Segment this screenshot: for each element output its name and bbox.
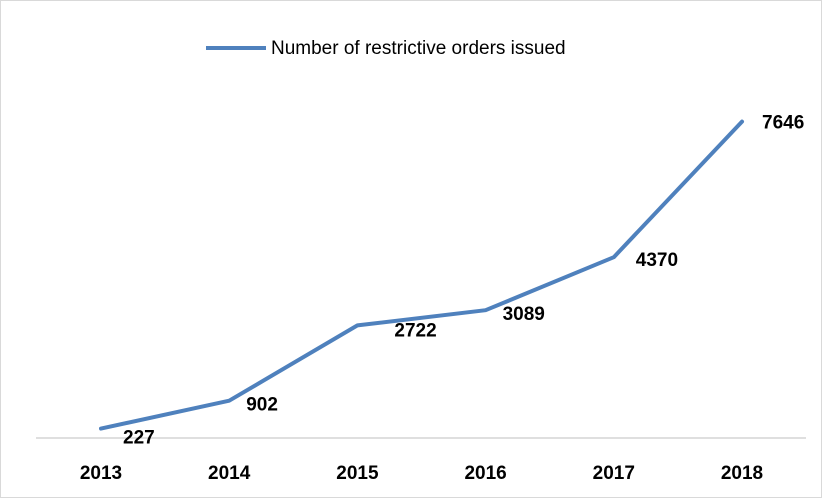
x-tick-label: 2016 xyxy=(464,463,506,484)
data-label: 4370 xyxy=(636,250,678,271)
data-label: 7646 xyxy=(762,113,804,134)
data-label: 2722 xyxy=(394,320,436,341)
x-tick-label: 2015 xyxy=(336,463,379,484)
x-tick-label: 2014 xyxy=(208,463,251,484)
data-label: 902 xyxy=(246,395,278,416)
legend-label: Number of restrictive orders issued xyxy=(271,38,566,59)
x-tick-label: 2018 xyxy=(721,463,763,484)
legend: Number of restrictive orders issued xyxy=(206,38,566,59)
series-line xyxy=(99,119,744,431)
data-label: 3089 xyxy=(503,304,545,325)
x-tick-labels: 2013 2014 2015 2016 2017 2018 xyxy=(80,463,763,484)
x-tick-label: 2017 xyxy=(593,463,635,484)
x-tick-label: 2013 xyxy=(80,463,122,484)
data-label: 227 xyxy=(123,428,155,449)
data-labels: 227 902 2722 3089 4370 7646 xyxy=(123,113,804,449)
